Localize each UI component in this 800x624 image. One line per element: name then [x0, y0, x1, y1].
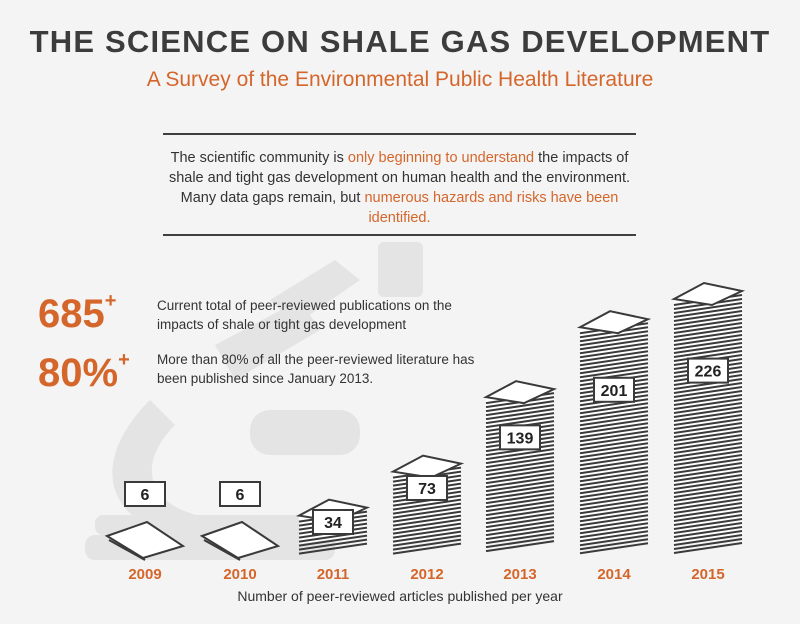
bar-value-box-2009	[124, 481, 166, 507]
intro-highlight-2: numerous hazards and risks have been ide…	[364, 190, 619, 226]
bar-2011: 34	[295, 498, 371, 555]
stat-percent-text: More than 80% of all the peer-reviewed l…	[157, 352, 475, 386]
bar-value-label-2011: 34	[324, 515, 342, 532]
page-subtitle: A Survey of the Environmental Public Hea…	[146, 68, 654, 91]
x-tick-label-2012: 2012	[410, 566, 443, 583]
x-tick-label-2010: 2010	[223, 566, 256, 583]
bar-value-box-2015	[687, 357, 729, 384]
bar-2009: 6	[104, 481, 186, 561]
stat-percent-value: 80%+	[38, 349, 130, 395]
stat-total-value: 685+	[38, 290, 117, 336]
bar-value-label-2014: 201	[601, 383, 628, 400]
bar-value-label-2009: 6	[141, 487, 150, 504]
intro-text-2: the impacts of shale and tight gas devel…	[168, 150, 631, 206]
bar-2013: 139	[482, 380, 558, 553]
bar-value-label-2015: 226	[695, 364, 722, 381]
bar-value-box-2011	[312, 509, 354, 535]
top-divider	[163, 133, 636, 135]
x-tick-label-2011: 2011	[317, 566, 350, 583]
intro-paragraph: The scientific community is only beginni…	[163, 148, 636, 228]
bar-value-label-2010: 6	[236, 487, 245, 504]
bar-value-label-2012: 73	[418, 481, 436, 498]
bar-value-label-2013: 139	[507, 430, 534, 447]
x-tick-label-2014: 2014	[597, 566, 631, 583]
x-axis-label: Number of peer-reviewed articles publish…	[237, 588, 563, 604]
x-tick-label-2009: 2009	[128, 566, 161, 583]
x-tick-label-2013: 2013	[503, 566, 536, 583]
bottom-divider	[163, 234, 636, 236]
intro-highlight-1: only beginning to understand	[347, 150, 535, 166]
bar-value-box-2014	[593, 376, 635, 403]
bar-2010: 6	[199, 481, 281, 561]
stat-total-text: Current total of peer-reviewed publicati…	[157, 298, 452, 332]
bar-value-box-2010	[219, 481, 261, 507]
x-tick-label-2015: 2015	[691, 566, 724, 583]
intro-text-1: The scientific community is	[170, 150, 348, 166]
bar-2014: 201	[576, 310, 652, 555]
bar-value-box-2013	[499, 424, 541, 451]
bar-value-box-2012	[406, 474, 448, 501]
bar-2015: 226	[670, 281, 746, 554]
bar-2012: 73	[389, 454, 465, 555]
page-title: THE SCIENCE ON SHALE GAS DEVELOPMENT	[29, 24, 771, 59]
